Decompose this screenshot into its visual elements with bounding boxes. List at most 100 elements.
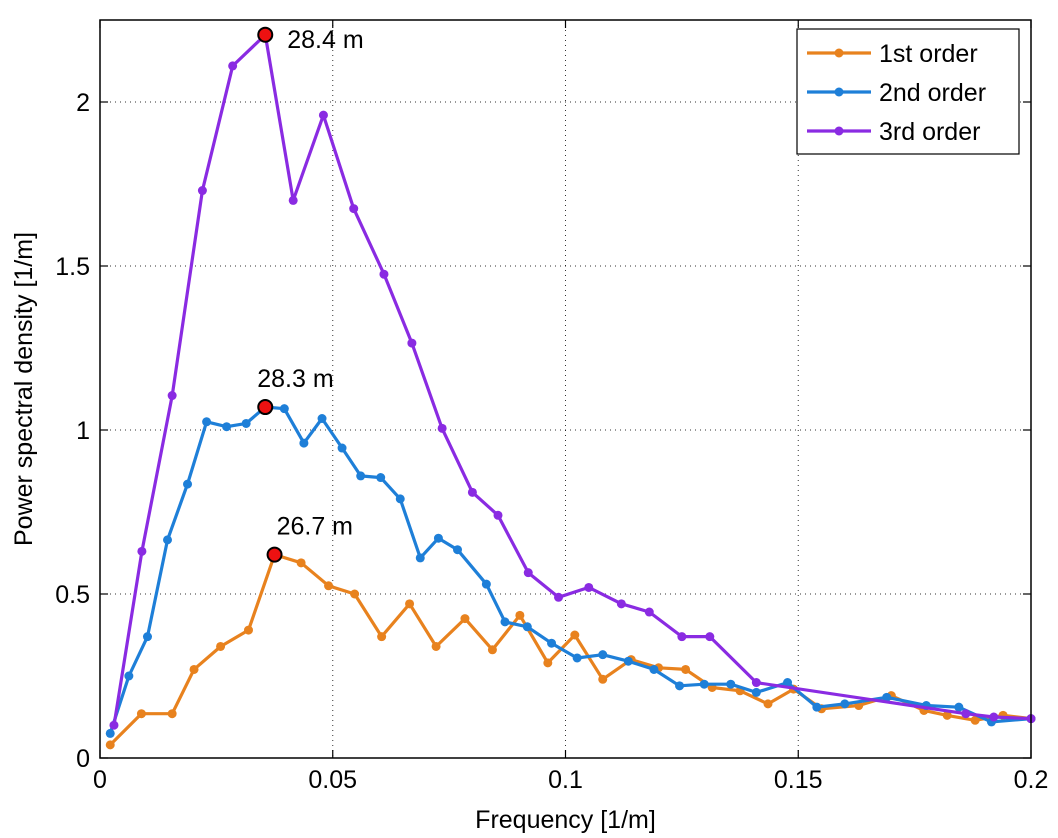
data-point <box>216 641 226 651</box>
data-point <box>644 607 654 617</box>
data-point <box>356 471 366 481</box>
data-point <box>202 417 212 427</box>
data-point <box>522 622 532 632</box>
data-point <box>142 632 152 642</box>
data-point <box>705 632 715 642</box>
data-point <box>197 186 207 196</box>
series-line-2nd-order <box>108 405 1032 734</box>
data-point <box>961 709 971 719</box>
data-point <box>481 579 491 589</box>
data-point <box>584 582 594 592</box>
peak-marker-3rd-order <box>257 26 274 43</box>
data-point <box>598 650 608 660</box>
data-point <box>189 664 199 674</box>
data-point <box>431 641 441 651</box>
y-tick-label: 0 <box>76 745 90 773</box>
data-point <box>751 678 761 688</box>
data-point <box>109 720 119 730</box>
series-1st-order <box>105 550 1036 750</box>
tick-labels: 0 0.05 0.1 0.15 0.2 0 0.5 1 1.5 2 <box>55 89 1048 794</box>
y-tick-label: 1 <box>76 417 90 445</box>
data-point <box>699 679 709 689</box>
data-point <box>487 645 497 655</box>
data-point <box>453 545 463 555</box>
legend-entry-1st-order: 1st order <box>807 40 978 68</box>
legend-entry-3rd-order: 3rd order <box>807 118 980 146</box>
data-point <box>136 709 146 719</box>
data-point <box>241 418 251 428</box>
data-point <box>222 422 232 432</box>
x-tick-label: 0.15 <box>774 766 823 794</box>
data-point <box>523 568 533 578</box>
x-axis-label: Frequency [1/m] <box>475 806 656 834</box>
data-point <box>379 269 389 279</box>
peak-label-3rd-order: 28.4 m <box>287 26 363 54</box>
data-point <box>783 678 793 688</box>
data-point <box>840 699 850 709</box>
legend-label-3rd-order: 3rd order <box>879 118 980 146</box>
data-point <box>649 664 659 674</box>
data-point <box>324 581 334 591</box>
y-tick-label: 2 <box>76 89 90 117</box>
data-point <box>675 681 685 691</box>
data-point <box>299 438 309 448</box>
series-line-1st-order <box>109 552 1032 747</box>
data-point <box>598 674 608 684</box>
data-point <box>183 479 193 489</box>
data-point <box>677 632 687 642</box>
data-point <box>105 740 115 750</box>
grid <box>100 20 1031 758</box>
data-point <box>554 592 564 602</box>
data-point <box>105 728 115 738</box>
legend-label-2nd-order: 2nd order <box>879 79 986 107</box>
data-point <box>395 494 405 504</box>
legend-marker-3rd-order <box>834 126 844 136</box>
peak-label-2nd-order: 28.3 m <box>257 365 333 393</box>
data-point <box>437 423 447 433</box>
series-2nd-order <box>105 402 1036 738</box>
x-tick-label: 0.2 <box>1014 766 1049 794</box>
data-point <box>726 679 736 689</box>
data-point <box>124 671 134 681</box>
data-point <box>763 699 773 709</box>
series-layer <box>105 30 1036 750</box>
data-point <box>882 692 892 702</box>
data-point <box>167 391 177 401</box>
legend: 1st order 2nd order 3rd order <box>796 28 1020 155</box>
peak-marker-1st-order <box>266 546 283 563</box>
x-tick-label: 0 <box>93 766 107 794</box>
data-point <box>942 710 952 720</box>
data-point <box>570 630 580 640</box>
data-point <box>616 599 626 609</box>
data-point <box>279 404 289 414</box>
data-point <box>460 614 470 624</box>
data-point <box>137 546 147 556</box>
data-point <box>681 664 691 674</box>
peak-label-1st-order: 26.7 m <box>277 513 353 541</box>
data-point <box>623 656 633 666</box>
data-point <box>376 473 386 483</box>
data-point <box>407 338 417 348</box>
x-tick-label: 0.05 <box>308 766 357 794</box>
data-point <box>243 625 253 635</box>
y-tick-label: 1.5 <box>55 253 90 281</box>
data-point <box>317 414 327 424</box>
data-point <box>349 204 359 214</box>
data-point <box>405 599 415 609</box>
legend-marker-1st-order <box>834 48 844 58</box>
data-point <box>350 589 360 599</box>
data-point <box>228 61 238 71</box>
legend-marker-2nd-order <box>834 87 844 97</box>
data-point <box>415 553 425 563</box>
data-point <box>500 617 510 627</box>
data-point <box>296 558 306 568</box>
legend-label-1st-order: 1st order <box>879 40 978 68</box>
data-point <box>515 610 525 620</box>
data-point <box>572 653 582 663</box>
legend-entry-2nd-order: 2nd order <box>807 79 986 107</box>
data-point <box>954 702 964 712</box>
y-tick-label: 0.5 <box>55 581 90 609</box>
data-point <box>970 715 980 725</box>
data-point <box>162 535 172 545</box>
